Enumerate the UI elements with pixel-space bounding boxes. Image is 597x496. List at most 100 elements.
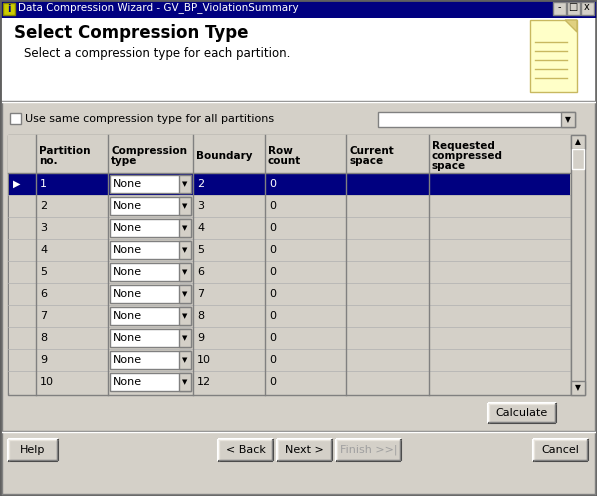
Text: Use same compression type for all partitions: Use same compression type for all partit… <box>25 114 274 124</box>
Text: 9: 9 <box>197 333 204 343</box>
Bar <box>571 135 585 395</box>
Text: Select a compression type for each partition.: Select a compression type for each parti… <box>24 47 290 60</box>
Bar <box>572 149 584 169</box>
Bar <box>110 197 191 215</box>
Bar <box>110 351 191 369</box>
Text: 4: 4 <box>197 223 204 233</box>
Text: ▲: ▲ <box>575 137 581 146</box>
Text: 5: 5 <box>197 245 204 255</box>
Text: -: - <box>557 2 561 12</box>
Text: 0: 0 <box>269 355 276 365</box>
Text: 0: 0 <box>269 267 276 277</box>
Text: 0: 0 <box>269 311 276 321</box>
Bar <box>530 20 577 92</box>
Text: ▼: ▼ <box>182 225 187 231</box>
Text: no.: no. <box>39 156 58 166</box>
Text: 7: 7 <box>197 289 204 299</box>
Text: 12: 12 <box>197 377 211 387</box>
Text: 0: 0 <box>269 179 276 189</box>
Text: 5: 5 <box>40 267 47 277</box>
Text: 4: 4 <box>40 245 47 255</box>
Text: compressed: compressed <box>432 151 503 161</box>
Text: Calculate: Calculate <box>496 408 548 418</box>
Bar <box>9 305 570 327</box>
Text: Finish >>|: Finish >>| <box>340 445 397 455</box>
Bar <box>179 241 191 259</box>
Bar <box>9 195 570 217</box>
Bar <box>110 307 191 325</box>
Text: Data Compression Wizard - GV_BP_ViolationSummary: Data Compression Wizard - GV_BP_Violatio… <box>18 2 298 13</box>
Text: ▼: ▼ <box>575 383 581 392</box>
Bar <box>179 197 191 215</box>
Text: count: count <box>268 156 301 166</box>
Text: None: None <box>113 311 142 321</box>
Text: ▼: ▼ <box>565 115 571 124</box>
Text: Boundary: Boundary <box>196 151 253 161</box>
Bar <box>567 2 580 15</box>
Text: 1: 1 <box>40 179 47 189</box>
Bar <box>3 3 15 15</box>
Text: ▶: ▶ <box>13 179 20 189</box>
Bar <box>571 381 585 395</box>
Text: None: None <box>113 333 142 343</box>
Bar <box>9 371 570 393</box>
Bar <box>336 439 401 461</box>
Bar <box>110 285 191 303</box>
Text: space: space <box>349 156 383 166</box>
Text: 6: 6 <box>197 267 204 277</box>
Text: x: x <box>584 2 590 12</box>
Bar <box>8 135 571 395</box>
Bar <box>9 217 570 239</box>
Text: 8: 8 <box>197 311 204 321</box>
Bar <box>8 439 58 461</box>
Text: type: type <box>111 156 137 166</box>
Bar <box>10 113 21 124</box>
Bar <box>110 329 191 347</box>
Bar <box>581 2 594 15</box>
Polygon shape <box>565 20 577 32</box>
Bar <box>571 135 585 149</box>
Text: ▼: ▼ <box>182 313 187 319</box>
Text: ▼: ▼ <box>182 379 187 385</box>
Text: 0: 0 <box>269 377 276 387</box>
Text: ▼: ▼ <box>182 291 187 297</box>
Text: □: □ <box>568 2 578 12</box>
Bar <box>179 351 191 369</box>
Bar <box>179 219 191 237</box>
Text: Requested: Requested <box>432 141 495 151</box>
Text: None: None <box>113 267 142 277</box>
Text: 10: 10 <box>40 377 54 387</box>
Text: ▼: ▼ <box>182 357 187 363</box>
Bar <box>9 173 570 195</box>
Bar <box>179 329 191 347</box>
Text: Current: Current <box>349 146 394 156</box>
Bar <box>0 0 597 18</box>
Text: None: None <box>113 377 142 387</box>
Bar <box>488 403 556 423</box>
Text: ▼: ▼ <box>182 335 187 341</box>
Text: i: i <box>7 4 11 14</box>
Text: 3: 3 <box>40 223 47 233</box>
Text: 0: 0 <box>269 245 276 255</box>
Text: ▼: ▼ <box>182 181 187 187</box>
Text: space: space <box>432 161 466 171</box>
Text: None: None <box>113 223 142 233</box>
Text: ▼: ▼ <box>182 269 187 275</box>
Bar <box>179 307 191 325</box>
Bar <box>8 135 571 173</box>
Bar <box>9 261 570 283</box>
Bar <box>2 18 595 101</box>
Bar <box>110 373 191 391</box>
Text: < Back: < Back <box>226 445 266 455</box>
Bar <box>553 2 566 15</box>
Text: Help: Help <box>20 445 46 455</box>
Text: 3: 3 <box>197 201 204 211</box>
Bar <box>9 327 570 349</box>
Text: None: None <box>113 201 142 211</box>
Text: Compression: Compression <box>111 146 187 156</box>
Text: None: None <box>113 355 142 365</box>
Text: 2: 2 <box>197 179 204 189</box>
Text: Partition: Partition <box>39 146 91 156</box>
Text: 0: 0 <box>269 333 276 343</box>
Text: 2: 2 <box>40 201 47 211</box>
